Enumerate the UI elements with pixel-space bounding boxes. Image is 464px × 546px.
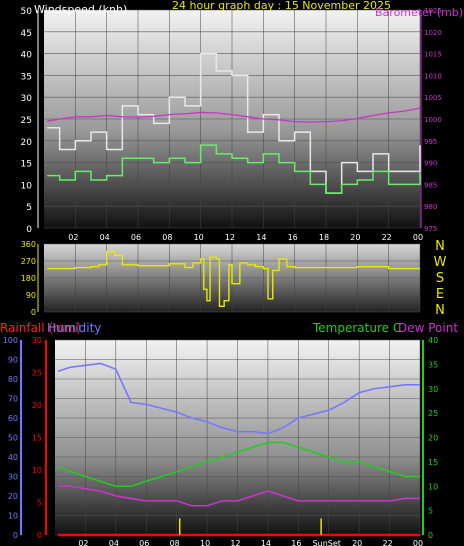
graph-title: 24 hour graph day : 15 November 2025 (172, 0, 391, 12)
wind-x-tick: 06 (131, 233, 141, 242)
compass-label: W (434, 255, 447, 270)
wind-y-tick: 15 (21, 160, 32, 170)
humidity-y-tick: 100 (3, 336, 18, 345)
climate-x-tick: 04 (109, 539, 119, 546)
wind-y-tick: 40 (21, 51, 33, 61)
compass-label: S (436, 271, 444, 286)
wind-y-tick: 35 (21, 72, 32, 82)
wind-y-tick: 30 (21, 94, 33, 104)
climate-x-tick: 06 (139, 539, 149, 546)
temp-y-tick: 0 (428, 531, 433, 540)
baro-y-tick: 975 (424, 225, 437, 233)
wind-x-tick: 16 (288, 233, 298, 242)
baro-y-tick: 1005 (424, 94, 442, 102)
wind-x-tick: 20 (350, 233, 360, 242)
baro-y-tick: 1020 (424, 29, 442, 37)
baro-y-tick: 1015 (424, 51, 442, 59)
climate-x-tick: 02 (78, 539, 88, 546)
baro-y-tick: 990 (424, 160, 437, 168)
wind-y-tick: 10 (21, 181, 33, 191)
series-average (47, 144, 421, 194)
temp-y-tick: 5 (428, 507, 433, 516)
temp-y-tick: 40 (428, 336, 438, 345)
humidity-y-tick: 50 (8, 434, 18, 443)
wind-y-tick: 0 (26, 225, 32, 235)
temp-y-tick: 35 (428, 360, 438, 369)
rain-y-tick: 30 (32, 336, 42, 345)
series-humidity (57, 362, 420, 435)
rain-y-tick: 25 (32, 369, 42, 378)
barometer-label: Barometer (mb) (375, 6, 463, 19)
dir-y-tick: 360 (21, 240, 36, 249)
temp-y-tick: 25 (428, 409, 438, 418)
humidity-y-tick: 90 (8, 356, 18, 365)
wind-x-tick: 02 (68, 233, 78, 242)
wind-y-tick: 20 (21, 138, 33, 148)
series-barometer (47, 107, 421, 123)
dir-y-tick: 90 (26, 291, 36, 300)
wind-x-tick: 08 (162, 233, 172, 242)
rain-y-tick: 15 (32, 434, 42, 443)
humidity-y-tick: 0 (13, 531, 18, 540)
climate-x-tick: 20 (352, 539, 362, 546)
climate-x-tick: 00 (413, 539, 423, 546)
humidity-y-tick: 80 (8, 375, 18, 384)
humidity-y-tick: 30 (8, 473, 18, 482)
humidity-label: Humidity (47, 321, 101, 335)
wind-x-tick: 00 (413, 233, 423, 242)
compass-label: N (435, 239, 445, 254)
climate-x-tick: 16 (291, 539, 301, 546)
baro-y-tick: 985 (424, 181, 437, 189)
dewpoint-label: Dew Point (398, 321, 458, 335)
series-temperature (57, 441, 420, 488)
dir-y-tick: 270 (21, 257, 36, 266)
humidity-y-tick: 60 (8, 414, 18, 423)
rain-y-tick: 10 (32, 466, 42, 475)
wind-y-tick: 25 (21, 116, 32, 126)
wind-x-tick: 22 (382, 233, 392, 242)
baro-y-tick: 1000 (424, 116, 442, 124)
baro-y-tick: 1010 (424, 72, 442, 80)
dir-y-tick: 0 (31, 308, 36, 317)
windspeed-label: Windspeed (knh) (34, 3, 127, 16)
wind-y-tick: 5 (26, 203, 32, 213)
climate-x-tick: 08 (170, 539, 180, 546)
baro-y-tick: 995 (424, 138, 437, 146)
temp-y-tick: 10 (428, 482, 438, 491)
rain-y-tick: 20 (32, 401, 42, 410)
wind-x-tick: 12 (225, 233, 235, 242)
humidity-y-tick: 70 (8, 395, 18, 404)
rain-y-tick: 5 (37, 499, 42, 508)
wind-x-tick: 18 (319, 233, 329, 242)
wind-x-tick: 14 (256, 233, 266, 242)
humidity-y-tick: 40 (8, 453, 18, 462)
rain-y-tick: 0 (37, 531, 42, 540)
baro-y-tick: 1025 (424, 7, 442, 15)
temp-y-tick: 15 (428, 458, 438, 467)
compass-label: E (436, 287, 444, 302)
series-gust (47, 52, 421, 194)
wind-y-tick: 50 (21, 7, 33, 17)
series-direction (47, 250, 420, 308)
climate-x-tick: 12 (230, 539, 240, 546)
climate-x-tick: SunSet (313, 539, 341, 546)
wind-x-tick: 04 (100, 233, 110, 242)
baro-y-tick: 980 (424, 203, 437, 211)
humidity-y-tick: 10 (8, 512, 18, 521)
temp-y-tick: 20 (428, 434, 438, 443)
rainfall-label: Rainfall (mm) (0, 321, 81, 335)
wind-y-tick: 45 (21, 29, 32, 39)
compass-label: N (435, 303, 445, 318)
climate-x-tick: 14 (261, 539, 271, 546)
temperature-label: Temperature C (312, 321, 401, 335)
climate-x-tick: 10 (200, 539, 210, 546)
temp-y-tick: 30 (428, 385, 438, 394)
series-dewpoint (58, 485, 420, 507)
wind-x-tick: 10 (194, 233, 204, 242)
humidity-y-tick: 20 (8, 492, 18, 501)
climate-x-tick: 22 (382, 539, 392, 546)
dir-y-tick: 180 (21, 274, 36, 283)
